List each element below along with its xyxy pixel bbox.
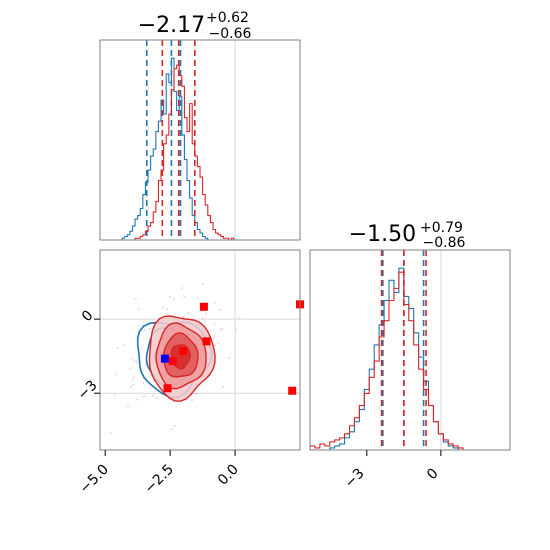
scatter-point — [168, 295, 171, 298]
scatter-point — [238, 317, 241, 320]
scatter-point — [130, 385, 133, 388]
scatter-point — [132, 376, 135, 379]
scatter-point — [201, 317, 204, 320]
histogram-title-var1-upper: +0.62 — [206, 10, 249, 26]
x-tick-label-var1: 0.0 — [215, 462, 242, 489]
scatter-point — [170, 428, 173, 431]
scatter-point — [182, 315, 185, 318]
x-tick-label-var1: −5.0 — [77, 462, 112, 497]
scatter-point — [135, 360, 137, 362]
scatter-point — [183, 295, 186, 298]
histogram-title-var1: −2.17 +0.62 −0.66 — [138, 7, 254, 42]
scatter-point — [196, 297, 199, 299]
scatter-point — [173, 298, 176, 300]
histogram-frame-var1 — [99, 39, 301, 241]
scatter-point — [144, 329, 147, 331]
scatter-point — [134, 298, 137, 300]
marker-red — [168, 357, 177, 366]
scatter-point — [109, 432, 112, 434]
scatter-point — [148, 328, 151, 330]
histogram-panel-var1: −2.17 +0.62 −0.66 — [99, 7, 301, 241]
scatter-point — [143, 395, 146, 398]
marker-red — [199, 302, 208, 311]
scatter-point — [213, 302, 216, 304]
scatter-point — [204, 320, 207, 323]
histogram-red-step — [309, 271, 464, 450]
histogram-title-var2-upper: +0.79 — [420, 220, 463, 236]
scatter-point — [123, 344, 126, 347]
marker-blue — [160, 354, 169, 363]
histogram-title-var1-lower: −0.66 — [209, 26, 252, 42]
histogram-title-var2-lower: −0.86 — [423, 235, 466, 251]
scatter-point — [136, 398, 138, 401]
contour-frame — [99, 249, 301, 451]
scatter-point — [173, 424, 176, 427]
histogram-panel-var2: −1.50 +0.79 −0.86 −3 0 — [309, 217, 511, 492]
scatter-point — [214, 344, 217, 347]
scatter-point — [129, 367, 132, 370]
scatter-point — [166, 308, 169, 311]
scatter-point — [152, 380, 155, 383]
scatter-point — [162, 306, 165, 309]
scatter-point — [136, 362, 138, 364]
marker-red — [288, 386, 297, 395]
scatter-point — [132, 383, 135, 386]
scatter-point — [193, 392, 196, 395]
y-tick-label-var2: 0 — [79, 307, 97, 325]
histogram-red-step — [134, 64, 237, 241]
scatter-point — [234, 328, 237, 331]
scatter-point — [156, 397, 159, 399]
scatter-point — [201, 283, 204, 285]
scatter-point — [212, 337, 215, 340]
scatter-point — [152, 395, 155, 397]
x-tick-label-var2: −3 — [342, 466, 368, 492]
scatter-point — [132, 378, 134, 381]
scatter-point — [205, 312, 207, 315]
scatter-point — [217, 341, 220, 344]
scatter-point — [213, 335, 216, 338]
scatter-point — [116, 347, 119, 350]
scatter-point — [195, 392, 198, 395]
histogram-frame-var2 — [309, 249, 511, 451]
scatter-point — [191, 399, 193, 401]
marker-red — [163, 384, 172, 393]
scatter-point — [180, 287, 183, 289]
marker-red — [179, 347, 188, 356]
scatter-point — [218, 309, 221, 312]
x-tick-label-var1: −2.5 — [142, 462, 177, 497]
scatter-point — [142, 382, 145, 384]
scatter-point — [145, 363, 147, 366]
scatter-point — [228, 357, 230, 360]
scatter-point — [220, 328, 223, 331]
scatter-point — [131, 359, 134, 361]
y-tick-label-var2: −3 — [75, 377, 101, 403]
scatter-point — [213, 323, 216, 326]
scatter-point — [115, 373, 118, 376]
contour-panel: −5.0 −2.5 0.0 0 −3 — [75, 249, 304, 497]
histogram-title-var2-value: −1.50 — [349, 222, 416, 247]
histogram-title-var1-value: −2.17 — [138, 13, 205, 38]
scatter-point — [127, 404, 129, 407]
scatter-point — [140, 347, 143, 350]
scatter-point — [137, 308, 140, 311]
x-tick-label-var2: 0 — [424, 466, 442, 484]
scatter-point — [113, 393, 116, 396]
marker-red — [202, 337, 211, 346]
histogram-title-var2: −1.50 +0.79 −0.86 — [349, 217, 468, 251]
scatter-point — [187, 312, 190, 315]
scatter-point — [222, 386, 225, 388]
